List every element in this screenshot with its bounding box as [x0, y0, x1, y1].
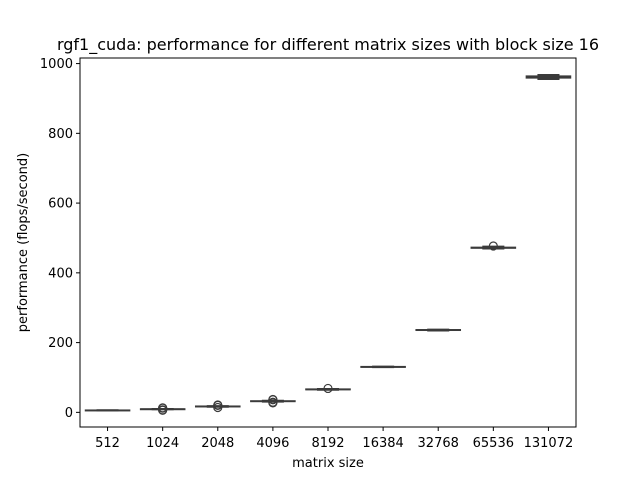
y-tick-label: 600 [48, 197, 73, 212]
plot-frame [79, 57, 577, 428]
outlier-point [268, 397, 278, 407]
box-group [194, 400, 241, 413]
x-tick-label: 65536 [473, 436, 514, 451]
x-tick-label: 131072 [524, 436, 574, 451]
box-group [470, 241, 517, 251]
box-group [250, 394, 296, 408]
outlier-point [213, 400, 223, 410]
x-axis: 512 1024 2048 4096 8192 16384 32768 65536 131072 [95, 427, 573, 451]
y-axis-label: performance (flops/second) [16, 153, 31, 332]
y-tick-label: 800 [48, 127, 73, 142]
y-tick-label: 400 [48, 266, 73, 281]
box-group [305, 383, 351, 394]
box-group [360, 365, 406, 369]
outlier-point [158, 403, 168, 413]
outlier-point [488, 241, 498, 251]
x-tick-label: 4096 [256, 436, 289, 451]
y-axis: 0 200 400 600 800 1000 [40, 57, 80, 421]
box-group [525, 73, 572, 81]
box-group [84, 409, 131, 412]
x-tick-label: 512 [95, 436, 120, 451]
x-axis-label: matrix size [292, 456, 364, 471]
outlier-point [323, 383, 333, 394]
x-tick-label: 1024 [146, 436, 179, 451]
x-tick-label: 32768 [418, 436, 459, 451]
y-tick-label: 200 [48, 336, 73, 351]
chart-title: rgf1_cuda: performance for different mat… [57, 35, 599, 55]
y-tick-label: 1000 [40, 57, 73, 72]
outlier-point [268, 394, 278, 405]
x-tick-label: 16384 [362, 436, 403, 451]
box-marks [84, 73, 572, 415]
x-tick-label: 2048 [201, 436, 234, 451]
x-tick-label: 8192 [311, 436, 344, 451]
box-group [415, 328, 462, 332]
y-tick-label: 0 [65, 406, 73, 421]
box-group [139, 403, 186, 415]
